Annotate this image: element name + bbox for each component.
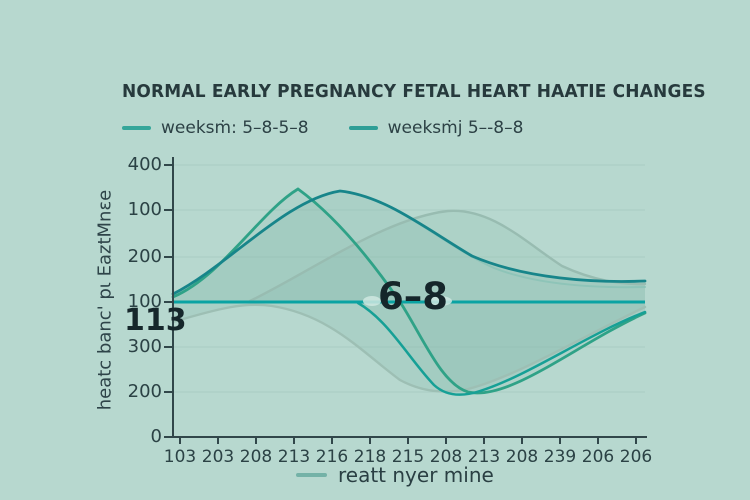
y-tick-label: 300 bbox=[127, 336, 162, 357]
y-tick-label: 400 bbox=[127, 154, 162, 175]
legend-top: weeksṁ: 5–8-5–8 weeksṁj 5–-8–8 bbox=[122, 118, 523, 138]
legend-item-series1: weeksṁ: 5–8-5–8 bbox=[122, 118, 309, 138]
y-tick-label: 0 bbox=[150, 426, 162, 447]
legend-label-series1: weeksṁ: 5–8-5–8 bbox=[161, 118, 309, 138]
x-tick-label: 215 bbox=[391, 447, 425, 467]
legend-label-series2: weeksṁj 5–-8–8 bbox=[387, 118, 524, 138]
y-tick-label: 200 bbox=[127, 381, 162, 402]
x-tick-label: 206 bbox=[581, 447, 615, 467]
x-tick-label: 213 bbox=[277, 447, 311, 467]
chart-title: NORMAL EARLY PREGNANCY FETAL HEART HAATI… bbox=[122, 82, 706, 102]
x-tick-label: 208 bbox=[505, 447, 539, 467]
legend-label-bottom: reatt nyer mine bbox=[338, 463, 494, 487]
x-tick-label: 208 bbox=[429, 447, 463, 467]
legend-item-series2: weeksṁj 5–-8–8 bbox=[348, 118, 524, 138]
x-tick-label: 239 bbox=[543, 447, 577, 467]
x-tick-label: 208 bbox=[239, 447, 273, 467]
x-tick-label: 103 bbox=[163, 447, 197, 467]
x-tick-label: 216 bbox=[315, 447, 349, 467]
legend-bottom: reatt nyer mine bbox=[296, 463, 494, 487]
line-swatch-icon bbox=[348, 126, 378, 130]
annotation-left-value: 113 bbox=[124, 303, 187, 338]
x-tick-label: 213 bbox=[467, 447, 501, 467]
line-swatch-icon bbox=[296, 473, 327, 477]
y-tick-label: 100 bbox=[127, 199, 162, 220]
line-swatch-icon bbox=[122, 126, 151, 130]
annotation-line-label: 6–8 bbox=[378, 275, 448, 318]
x-tick-label: 206 bbox=[619, 447, 653, 467]
x-tick-label: 203 bbox=[201, 447, 235, 467]
y-tick-label: 200 bbox=[127, 246, 162, 267]
x-tick-label: 218 bbox=[353, 447, 387, 467]
y-tick-label: 100 bbox=[127, 291, 162, 312]
